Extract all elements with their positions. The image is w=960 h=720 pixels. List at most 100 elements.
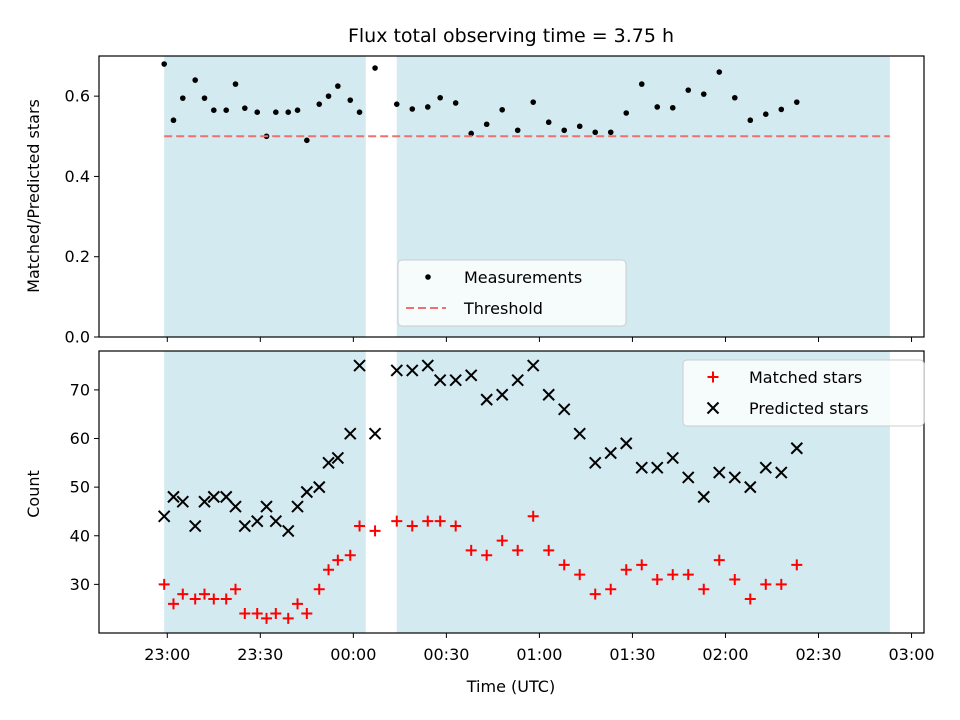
measurement-point — [716, 69, 723, 75]
matched-star-point — [589, 588, 601, 600]
predicted-star-point — [331, 451, 345, 465]
matched-star-point — [636, 559, 648, 571]
predicted-star-point — [269, 514, 283, 528]
top-observing-window — [164, 56, 366, 337]
measurement-point — [778, 106, 785, 113]
matched-star-point — [220, 593, 232, 605]
matched-star-point — [301, 608, 313, 620]
bottom-y-tick-label: 30 — [70, 575, 90, 594]
bottom-y-tick-label: 70 — [70, 380, 90, 399]
matched-star-point — [208, 593, 220, 605]
predicted-star-point — [353, 359, 366, 372]
predicted-star-point — [157, 510, 171, 523]
measurement-point — [468, 130, 474, 137]
matched-star-point — [391, 515, 403, 527]
x-tick-label: 00:30 — [423, 645, 469, 664]
matched-star-point — [682, 569, 694, 581]
predicted-star-point — [558, 403, 571, 416]
x-tick-label: 00:00 — [330, 645, 376, 664]
predicted-star-point — [238, 519, 252, 533]
predicted-star-point — [449, 373, 462, 387]
bottom-axes-frame — [98, 350, 925, 634]
matched-star-point — [251, 608, 263, 620]
predicted-star-point — [207, 490, 221, 504]
matched-star-point — [512, 544, 524, 556]
matched-star-point — [332, 554, 344, 566]
matched-star-point — [558, 559, 570, 571]
x-tick-label: 01:30 — [609, 645, 655, 664]
predicted-star-point — [313, 480, 326, 494]
measurement-point — [607, 129, 614, 136]
legend-plus-marker — [707, 371, 719, 383]
measurement-point — [232, 81, 239, 87]
matched-star-point — [422, 515, 434, 527]
matched-star-point — [465, 544, 477, 556]
predicted-star-point — [728, 471, 741, 484]
matched-star-point — [158, 578, 170, 590]
measurement-point — [294, 107, 301, 113]
predicted-star-point — [511, 373, 524, 387]
bottom-legend-box — [682, 359, 925, 427]
measurement-point — [530, 99, 537, 105]
x-tick-label: 02:00 — [702, 645, 748, 664]
measurement-point — [335, 83, 341, 89]
measurement-point — [409, 106, 416, 112]
predicted-star-point — [759, 461, 772, 474]
top-y-tick-label: 0.6 — [65, 87, 90, 106]
predicted-star-point — [167, 490, 180, 504]
predicted-star-point — [480, 393, 493, 406]
measurement-point — [747, 117, 754, 124]
x-tick-label: 02:30 — [795, 645, 841, 664]
predicted-star-point — [368, 427, 382, 440]
measurement-point — [623, 110, 630, 116]
measurement-point — [179, 95, 186, 101]
chart-title: Flux total observing time = 3.75 h — [348, 25, 674, 47]
predicted-star-point — [344, 427, 357, 440]
matched-star-point — [198, 588, 210, 600]
x-tick-label: 03:00 — [888, 645, 934, 664]
matched-star-point — [760, 578, 772, 590]
legend-label: Threshold — [463, 299, 543, 318]
measurement-point — [452, 100, 459, 106]
bottom-y-tick-label: 50 — [70, 478, 90, 497]
measurement-point — [273, 109, 279, 115]
measurement-point — [669, 104, 676, 111]
measurement-point — [170, 117, 177, 124]
matched-star-point — [239, 608, 251, 620]
matched-star-point — [354, 520, 366, 532]
predicted-star-point — [421, 359, 434, 372]
x-tick-label: 23:30 — [237, 645, 283, 664]
predicted-star-point — [229, 500, 242, 513]
measurement-point — [576, 123, 583, 130]
matched-star-point — [496, 535, 508, 547]
matched-star-point — [729, 574, 741, 586]
matched-star-point — [450, 520, 462, 532]
x-tick-label: 23:00 — [144, 645, 190, 664]
measurement-point — [242, 105, 248, 111]
matched-star-point — [406, 520, 418, 532]
predicted-star-point — [604, 446, 617, 460]
predicted-star-point — [651, 461, 664, 474]
measurement-point — [424, 104, 431, 110]
x-tick-label: 01:00 — [516, 645, 562, 664]
matched-star-point — [574, 569, 586, 581]
measurement-point — [700, 91, 707, 97]
predicted-star-point — [282, 524, 295, 538]
predicted-star-point — [542, 388, 555, 401]
matched-star-point — [323, 564, 335, 576]
measurement-point — [685, 87, 692, 93]
matched-star-point — [620, 564, 632, 576]
matched-star-point — [292, 598, 304, 610]
measurement-point — [192, 77, 198, 83]
predicted-star-point — [322, 456, 335, 470]
matched-star-point — [230, 583, 242, 595]
predicted-star-point — [775, 466, 788, 479]
predicted-star-point — [188, 519, 202, 533]
measurement-point — [372, 65, 378, 71]
matched-star-point — [282, 612, 294, 624]
predicted-star-point — [406, 364, 419, 377]
predicted-star-point — [666, 451, 679, 465]
measurement-point — [793, 99, 800, 105]
bottom-legend: Matched stars Predicted stars — [682, 359, 925, 427]
predicted-star-point — [526, 359, 540, 372]
